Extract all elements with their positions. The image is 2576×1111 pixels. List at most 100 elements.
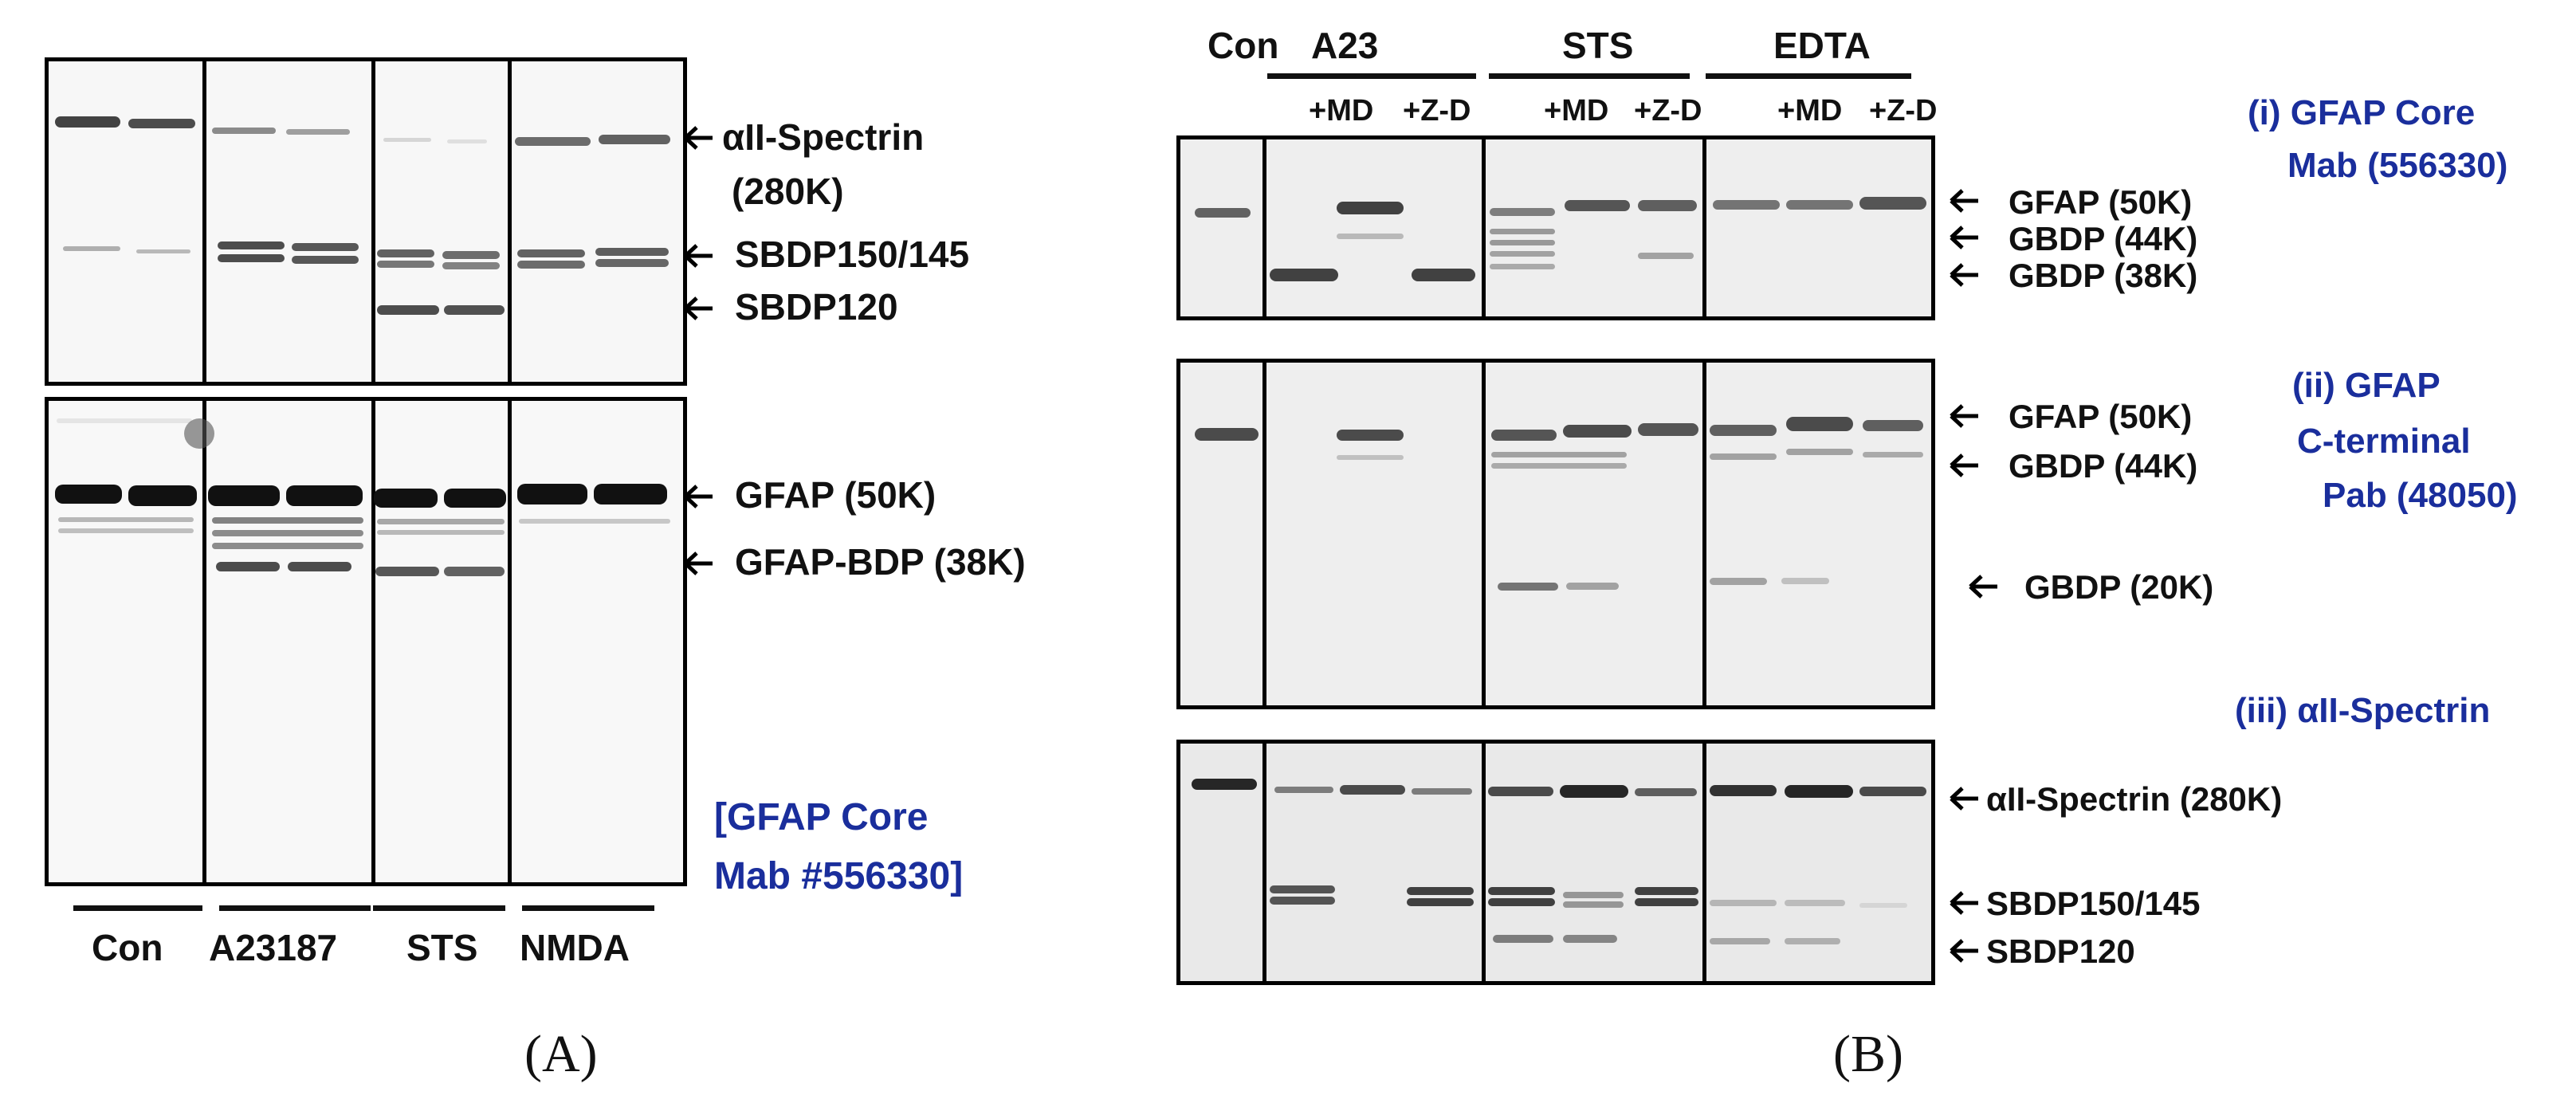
band-sbdp150	[595, 248, 669, 256]
band-sbdp120	[1493, 935, 1553, 943]
band-gfap	[128, 485, 197, 506]
blot-a-top	[45, 57, 687, 386]
band-gbdp20	[1566, 583, 1619, 590]
treatment-zd: +Z-D	[1403, 94, 1471, 128]
label-b-i-gbdp38: GBDP (38K)	[2009, 257, 2198, 294]
band-gbdp38	[1490, 251, 1555, 257]
label-b-iii-sbdp120: SBDP120	[1986, 932, 2135, 970]
band-sbdp150	[1270, 885, 1335, 893]
band-intermediate	[58, 528, 194, 533]
group-bar	[219, 905, 371, 911]
lane-divider	[1482, 139, 1486, 316]
arrow-left-icon	[684, 126, 713, 150]
blot-b-iii	[1176, 740, 1935, 985]
antibody-label-b-i-1: (i) GFAP Core	[2248, 93, 2476, 132]
label-spectrin-size: (280K)	[732, 171, 844, 212]
band-sbdp150	[1563, 892, 1624, 898]
band-sbdp145	[377, 261, 434, 268]
arrow-left-icon	[684, 485, 713, 508]
band-intermediate	[377, 519, 505, 524]
group-label-b-con: Con	[1208, 25, 1279, 66]
antibody-label-b-i-2: Mab (556330)	[2287, 146, 2508, 185]
treatment-zd: +Z-D	[1869, 94, 1938, 128]
label-sbdp150: SBDP150/145	[735, 234, 970, 275]
band-sbdp150	[517, 249, 585, 257]
band-sbdp150	[63, 246, 120, 251]
band-gfap-bdp	[216, 562, 280, 571]
band-gfap	[1565, 200, 1630, 211]
band-gbdp44	[1863, 452, 1923, 457]
label-b-iii-sbdp150: SBDP150/145	[1986, 885, 2201, 922]
lane-divider	[1262, 744, 1266, 981]
band-gfap	[1337, 430, 1404, 441]
band-sbdp120	[444, 305, 505, 315]
arrow-left-icon	[1950, 891, 1978, 915]
group-bar	[373, 905, 505, 911]
band-gbdp44	[1337, 455, 1404, 460]
label-gfap-bdp: GFAP-BDP (38K)	[735, 541, 1026, 583]
band-spectrin	[1274, 787, 1333, 793]
band-sbdp150	[377, 249, 434, 257]
antibody-label-b-ii-2: C-terminal	[2297, 422, 2471, 461]
lane-divider	[1262, 139, 1266, 316]
group-label-sts: STS	[406, 927, 478, 968]
band-intermediate	[377, 530, 505, 535]
label-b-i-gfap: GFAP (50K)	[2009, 183, 2193, 221]
band-spectrin	[1859, 787, 1926, 796]
band-sbdp145	[218, 254, 285, 262]
band-gfap	[444, 489, 506, 508]
band-sbdp150	[136, 249, 190, 253]
band-spectrin	[1192, 779, 1257, 790]
band-gfap	[208, 485, 280, 506]
blot-b-ii	[1176, 359, 1935, 709]
band-sbdp145	[1635, 898, 1698, 906]
band-sbdp145	[1270, 897, 1335, 905]
group-bar	[1706, 73, 1911, 79]
band-intermediate	[212, 543, 363, 549]
arrow-left-icon	[1969, 575, 1997, 599]
band-gbdp20	[1781, 578, 1829, 584]
band-gfap	[1713, 200, 1780, 210]
band-sbdp145	[1488, 898, 1555, 906]
band-sbdp150	[1488, 887, 1555, 895]
arrow-left-icon	[1950, 787, 1978, 811]
label-b-ii-gfap: GFAP (50K)	[2009, 398, 2193, 435]
band-gbdp38	[1490, 264, 1555, 269]
band-sbdp150	[1407, 887, 1474, 895]
group-bar	[73, 905, 202, 911]
band-gfap	[517, 484, 587, 504]
arrow-left-icon	[1950, 189, 1978, 213]
arrow-left-icon	[1950, 404, 1978, 428]
arrow-left-icon	[1950, 263, 1978, 287]
lane-divider	[371, 61, 375, 382]
band-sbdp150	[292, 243, 359, 251]
band-sbdp150	[218, 241, 285, 249]
band-gfap	[1490, 208, 1555, 216]
group-bar	[1489, 73, 1690, 79]
band-gfap-bdp	[288, 562, 351, 571]
band-sbdp145	[1563, 901, 1624, 908]
band-sbdp150	[1635, 887, 1698, 895]
band-sbdp145	[442, 262, 500, 269]
label-spectrin: αII-Spectrin	[722, 116, 925, 158]
lane-divider	[1702, 744, 1706, 981]
band-gfap	[1563, 425, 1632, 438]
antibody-label-a-1: [GFAP Core	[714, 796, 929, 838]
band-gfap	[1638, 200, 1697, 211]
band-gfap-bdp	[375, 567, 439, 576]
arrow-left-icon	[1950, 939, 1978, 963]
band-gfap	[1786, 200, 1853, 210]
band-gbdp44	[1490, 240, 1555, 245]
band-gfap	[1195, 428, 1259, 441]
band-spectrin	[1635, 788, 1697, 796]
lane-divider	[1702, 363, 1706, 705]
band-spectrin	[1412, 788, 1472, 795]
band-sbdp145	[1785, 900, 1845, 906]
label-sbdp120: SBDP120	[735, 286, 898, 328]
treatment-zd: +Z-D	[1634, 94, 1702, 128]
label-b-ii-gbdp20: GBDP (20K)	[2024, 568, 2214, 606]
band-sbdp145	[1407, 898, 1474, 906]
band-gfap	[1859, 197, 1926, 210]
band-sbdp145	[1859, 903, 1907, 908]
group-label-b-a23: A23	[1311, 25, 1379, 66]
